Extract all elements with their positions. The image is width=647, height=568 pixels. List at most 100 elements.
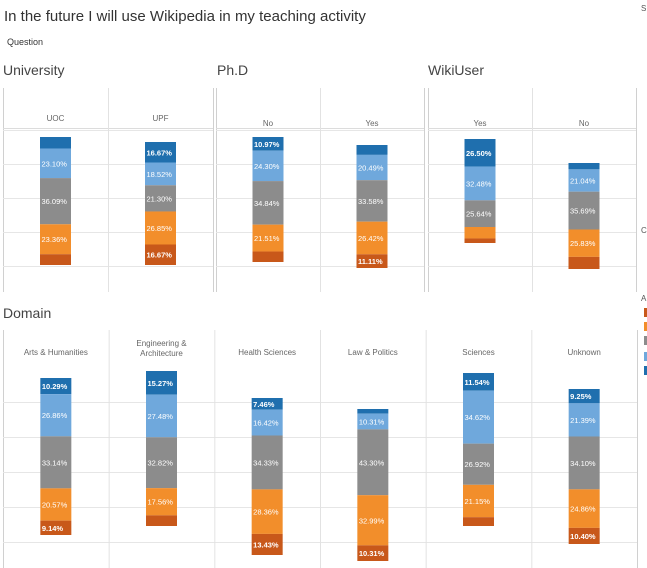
data-label-1-1-4: 11.11% xyxy=(358,257,383,266)
data-label-3-5-4: 10.40% xyxy=(570,532,596,541)
panel-svg-3: 10.29% 26.86% 33.14% 20.57% 9.14% Arts & Huma… xyxy=(3,330,638,568)
category-label-1-1: Yes xyxy=(365,119,378,128)
edge-glyph-top: S xyxy=(641,4,647,13)
bar-segment-3-1-4 xyxy=(146,515,177,526)
data-label-0-1-4: 16.67% xyxy=(147,251,173,260)
bar-segment-1-1-1 xyxy=(356,154,388,181)
data-label-3-0-3: 20.57% xyxy=(42,501,68,510)
category-label-3-3: Law & Politics xyxy=(348,348,398,357)
panel-title-2: WikiUser xyxy=(428,62,484,78)
bar-segment-3-2-4 xyxy=(251,533,283,555)
bar-segment-2-1-1 xyxy=(568,169,600,192)
bar-segment-1-1-0 xyxy=(356,145,388,155)
bar-segment-3-0-1 xyxy=(40,394,72,437)
data-label-3-0-1: 26.86% xyxy=(42,411,68,420)
legend-swatch-s3 xyxy=(644,336,647,345)
bar-segment-1-0-3 xyxy=(252,224,284,252)
bar-segment-2-1-3 xyxy=(568,229,600,257)
data-label-3-1-0: 15.27% xyxy=(148,379,174,388)
data-label-3-2-3: 28.36% xyxy=(253,508,279,517)
legend-swatch-s2 xyxy=(644,352,647,361)
data-label-3-2-4: 13.43% xyxy=(253,540,279,549)
panel-svg-2: 26.50% 32.48% 25.64% Yes 21.04% 35.69% 25.83% N… xyxy=(428,88,637,292)
category-label-3-1-1: Architecture xyxy=(140,349,183,358)
edge-glyph-mid: C xyxy=(641,226,647,235)
data-label-3-0-4: 9.14% xyxy=(42,524,64,533)
data-label-2-0-2: 25.64% xyxy=(466,210,492,219)
category-label-0-1: UPF xyxy=(153,114,169,123)
bar-segment-3-5-0 xyxy=(568,389,600,404)
data-label-3-2-0: 7.46% xyxy=(253,400,275,409)
bar-segment-3-4-2 xyxy=(463,443,494,485)
chart-title: In the future I will use Wikipedia in my… xyxy=(4,8,366,25)
bar-segment-3-2-2 xyxy=(251,435,283,490)
data-label-3-3-2: 43.30% xyxy=(359,458,385,467)
bar-segment-1-1-4 xyxy=(356,254,388,268)
data-label-3-4-3: 21.15% xyxy=(465,497,491,506)
legend-swatch-s1 xyxy=(644,366,647,375)
data-label-3-5-0: 9.25% xyxy=(570,392,592,401)
category-label-0-0: UOC xyxy=(47,114,65,123)
category-label-3-2: Health Sciences xyxy=(238,348,296,357)
data-label-0-0-1: 23.10% xyxy=(42,159,68,168)
bar-segment-3-3-2 xyxy=(357,429,389,496)
data-label-3-5-1: 21.39% xyxy=(570,416,596,425)
data-label-3-3-1: 10.31% xyxy=(359,418,385,427)
category-label-3-5: Unknown xyxy=(567,348,600,357)
bar-segment-3-5-2 xyxy=(568,436,600,490)
bar-segment-0-0-4 xyxy=(40,254,71,265)
panel-svg-1: 10.97% 24.30% 34.84% 21.51% No 20.49% 33.58% 26… xyxy=(216,88,425,292)
bar-segment-2-1-2 xyxy=(568,191,600,230)
data-label-1-0-2: 34.84% xyxy=(254,199,280,208)
data-label-2-1-1: 21.04% xyxy=(570,177,596,186)
data-label-3-4-0: 11.54% xyxy=(465,378,490,387)
data-label-0-0-2: 36.09% xyxy=(42,197,68,206)
legend-swatch-s5 xyxy=(644,308,647,317)
category-label-1-0: No xyxy=(263,119,274,128)
data-label-3-1-1: 27.48% xyxy=(148,412,174,421)
category-label-3-0: Arts & Humanities xyxy=(24,348,88,357)
bar-segment-0-1-0 xyxy=(145,142,176,163)
data-label-2-1-2: 35.69% xyxy=(570,207,596,216)
bar-segment-0-1-2 xyxy=(145,185,176,212)
bar-segment-3-0-2 xyxy=(40,436,72,489)
data-label-0-0-3: 23.36% xyxy=(42,235,68,244)
data-label-1-1-2: 33.58% xyxy=(358,197,384,206)
data-label-2-0-1: 32.48% xyxy=(466,179,492,188)
data-label-3-2-2: 34.33% xyxy=(253,458,279,467)
data-label-2-1-3: 25.83% xyxy=(570,239,596,248)
bar-segment-0-0-0 xyxy=(40,137,71,149)
bar-segment-3-1-0 xyxy=(146,371,177,395)
category-label-2-1: No xyxy=(579,119,590,128)
panel-svg-0: 23.10% 36.09% 23.36% UOC 16.67% 18.52% 21.30% 2… xyxy=(3,88,214,292)
bar-segment-2-0-0 xyxy=(464,139,496,167)
edge-glyph-low: A xyxy=(641,294,647,303)
bar-segment-2-0-4 xyxy=(464,238,496,243)
panel-title-0: University xyxy=(3,62,65,78)
bar-segment-0-1-4 xyxy=(145,244,176,265)
data-label-1-0-1: 24.30% xyxy=(254,162,280,171)
data-label-3-0-2: 33.14% xyxy=(42,458,68,467)
data-label-3-5-3: 24.86% xyxy=(570,505,596,514)
data-label-3-5-2: 34.10% xyxy=(570,459,596,468)
data-label-1-0-0: 10.97% xyxy=(254,140,280,149)
data-label-3-0-0: 10.29% xyxy=(42,382,68,391)
bar-segment-1-0-2 xyxy=(252,181,284,225)
bar-segment-3-0-3 xyxy=(40,488,72,521)
bar-segment-3-0-4 xyxy=(40,520,72,535)
data-label-0-1-3: 26.85% xyxy=(147,224,173,233)
data-label-3-3-4: 10.31% xyxy=(359,549,385,558)
bar-segment-3-2-3 xyxy=(251,489,283,534)
data-label-3-4-1: 34.62% xyxy=(465,413,491,422)
data-label-1-0-3: 21.51% xyxy=(254,234,280,243)
data-label-3-1-3: 17.56% xyxy=(148,498,174,507)
bar-segment-0-0-2 xyxy=(40,178,71,225)
bar-segment-0-0-1 xyxy=(40,148,71,179)
bar-segment-3-3-3 xyxy=(357,495,389,546)
data-label-0-1-0: 16.67% xyxy=(147,148,173,157)
subtitle: Question xyxy=(7,37,44,47)
bar-segment-3-0-0 xyxy=(40,378,72,395)
category-label-2-0: Yes xyxy=(473,119,486,128)
bar-segment-1-0-4 xyxy=(252,251,284,262)
bar-segment-3-4-3 xyxy=(463,484,494,518)
